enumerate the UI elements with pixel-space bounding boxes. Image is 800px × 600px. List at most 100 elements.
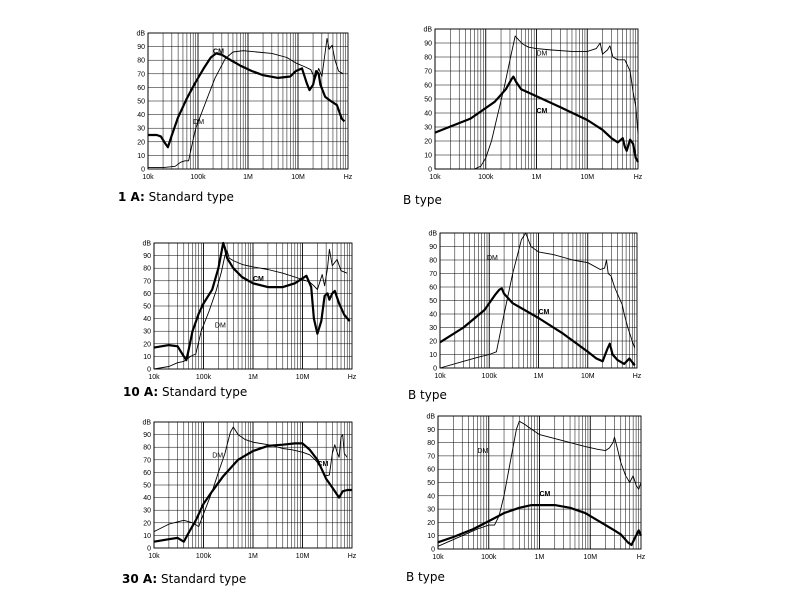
- series-label-dm: DM: [193, 119, 204, 126]
- x-tick-label: 100k: [478, 174, 494, 181]
- caption-current: 30 A:: [122, 572, 157, 586]
- y-tick-label: 80: [424, 55, 432, 62]
- x-tick-label: 10M: [291, 174, 305, 181]
- y-tick-label: 0: [431, 547, 435, 554]
- series-label-dm: DM: [212, 452, 223, 459]
- y-tick-label: 90: [143, 253, 151, 260]
- y-tick-label: 20: [424, 139, 432, 146]
- x-tick-label: Hz: [633, 373, 642, 380]
- y-tick-label: 50: [429, 298, 437, 305]
- x-tick-label: Hz: [344, 174, 353, 181]
- y-tick-label: 70: [137, 71, 145, 78]
- y-tick-label: 20: [143, 520, 151, 527]
- y-axis-label: dB: [142, 420, 151, 427]
- y-tick-label: 40: [427, 493, 435, 500]
- y-tick-label: 10: [143, 354, 151, 361]
- y-tick-label: 60: [424, 83, 432, 90]
- y-axis-label: dB: [142, 241, 151, 248]
- y-tick-label: 30: [143, 508, 151, 515]
- x-tick-label: 1M: [532, 174, 542, 181]
- series-label-cm: CM: [540, 491, 551, 498]
- series-line-cm: [154, 243, 350, 360]
- x-tick-label: 10M: [296, 553, 310, 560]
- y-tick-label: 50: [427, 480, 435, 487]
- x-tick-label: 10k: [434, 373, 446, 380]
- x-tick-label: 100k: [481, 554, 497, 561]
- y-tick-label: 80: [429, 258, 437, 265]
- y-tick-label: 70: [427, 453, 435, 460]
- x-tick-label: Hz: [348, 374, 357, 381]
- y-tick-label: 10: [424, 153, 432, 160]
- caption-type: B type: [408, 388, 447, 402]
- x-tick-label: 10M: [580, 174, 594, 181]
- x-tick-label: 1M: [534, 373, 544, 380]
- x-tick-label: Hz: [348, 553, 357, 560]
- x-tick-label: 100k: [190, 174, 206, 181]
- y-tick-label: 0: [141, 167, 145, 174]
- caption-30a-btype: B type: [406, 570, 445, 584]
- chart-1a-standard: 0 10 20 30 40 50 60 70 80 90 dB 10k 100k 1M 10M Hz CM DM: [148, 33, 348, 169]
- y-tick-label: 70: [143, 457, 151, 464]
- x-tick-label: 1M: [248, 553, 258, 560]
- y-tick-label: 40: [143, 316, 151, 323]
- series-label-dm: DM: [487, 255, 498, 262]
- y-tick-label: 40: [137, 112, 145, 119]
- series-line-cm: [148, 53, 345, 147]
- y-tick-label: 80: [137, 58, 145, 65]
- y-tick-label: 20: [137, 139, 145, 146]
- y-tick-label: 60: [143, 291, 151, 298]
- x-tick-label: 10k: [429, 174, 441, 181]
- caption-type: Standard type: [161, 572, 246, 586]
- y-tick-label: 90: [137, 44, 145, 51]
- series-label-dm: DM: [537, 51, 548, 58]
- y-tick-label: 50: [143, 483, 151, 490]
- y-tick-label: 50: [143, 304, 151, 311]
- y-axis-label: dB: [428, 231, 437, 238]
- y-tick-label: 10: [429, 352, 437, 359]
- caption-10a-standard: 10 A: Standard type: [123, 385, 247, 399]
- caption-type: Standard type: [162, 385, 247, 399]
- chart-30a-standard: 0 10 20 30 40 50 60 70 80 90 dB 10k 100k 1M 10M Hz CM DM: [154, 422, 352, 548]
- x-tick-label: 10k: [432, 554, 444, 561]
- x-tick-label: 10k: [142, 174, 154, 181]
- chart-10a-btype: 0102030405060708090dB10k 100k 1M 10M HzCMDM: [440, 233, 637, 368]
- y-tick-label: 70: [143, 278, 151, 285]
- caption-1a-btype: B type: [403, 193, 442, 207]
- y-tick-label: 50: [137, 99, 145, 106]
- y-tick-label: 90: [424, 41, 432, 48]
- y-tick-label: 10: [143, 533, 151, 540]
- chart-30a-btype: 0 10 20 30 40 50 60 70 80 90 dB 10k 100k 1M 10M Hz CM DM: [438, 416, 641, 549]
- y-tick-label: 50: [424, 97, 432, 104]
- y-tick-label: 0: [428, 167, 432, 174]
- x-tick-label: 10M: [583, 554, 597, 561]
- y-tick-label: 0: [433, 366, 437, 373]
- y-axis-label: dB: [423, 27, 432, 34]
- y-tick-label: 10: [427, 533, 435, 540]
- y-tick-label: 20: [429, 339, 437, 346]
- caption-type: B type: [406, 570, 445, 584]
- y-tick-label: 60: [427, 467, 435, 474]
- series-label-cm: CM: [253, 276, 264, 283]
- y-tick-label: 20: [143, 341, 151, 348]
- x-tick-label: 1M: [243, 174, 253, 181]
- y-tick-label: 30: [429, 325, 437, 332]
- caption-current: 10 A:: [123, 385, 158, 399]
- y-tick-label: 0: [147, 546, 151, 553]
- y-tick-label: 90: [427, 427, 435, 434]
- y-tick-label: 10: [137, 153, 145, 160]
- y-axis-label: dB: [426, 414, 435, 421]
- x-tick-label: 1M: [248, 374, 258, 381]
- x-tick-label: Hz: [634, 174, 643, 181]
- x-tick-label: 1M: [535, 554, 545, 561]
- y-tick-label: 30: [427, 507, 435, 514]
- series-label-dm: DM: [477, 448, 488, 455]
- y-tick-label: 70: [424, 69, 432, 76]
- y-tick-label: 80: [143, 266, 151, 273]
- x-tick-label: 100k: [196, 553, 212, 560]
- y-tick-label: 30: [137, 126, 145, 133]
- series-label-cm: CM: [213, 48, 224, 55]
- chart-10a-standard: 0 10 20 30 40 50 60 70 80 90 dB 10k 100k 1M 10M Hz CM DM: [154, 243, 352, 369]
- caption-30a-standard: 30 A: Standard type: [122, 572, 246, 586]
- x-tick-label: 100k: [482, 373, 498, 380]
- y-tick-label: 40: [424, 111, 432, 118]
